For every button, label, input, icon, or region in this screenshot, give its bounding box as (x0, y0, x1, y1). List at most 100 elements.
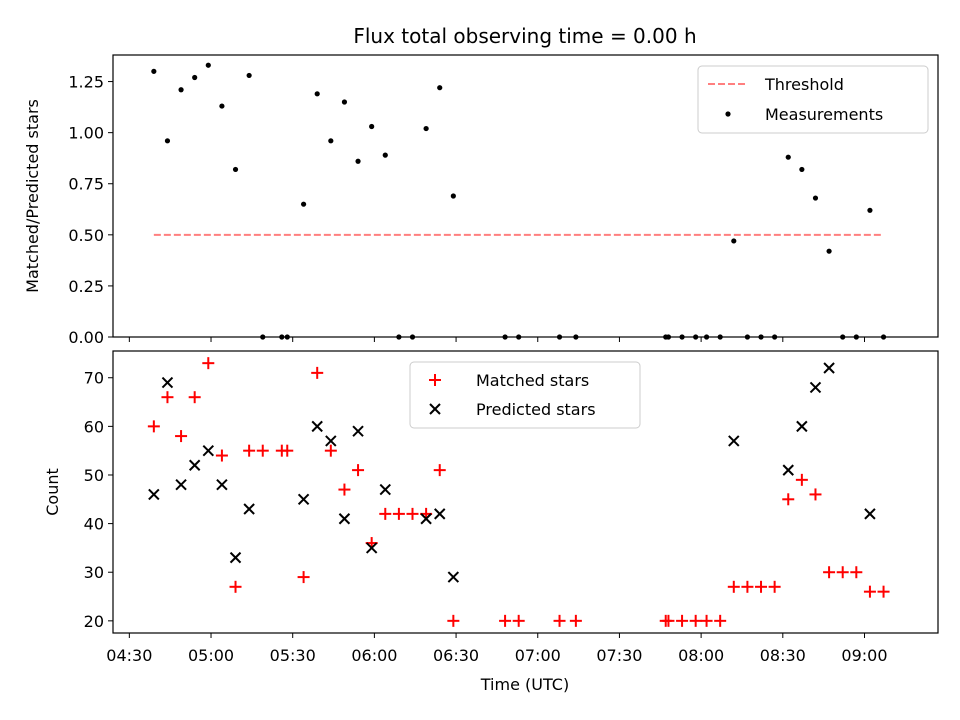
matched-star-point (392, 507, 405, 520)
predicted-star-point (864, 508, 876, 520)
predicted-star-point (434, 508, 446, 520)
top-panel: Flux total observing time = 0.00 h 0.000… (23, 24, 939, 347)
bottom-y-tick-label: 40 (84, 515, 104, 534)
predicted-star-point (823, 362, 835, 374)
bottom-y-axis: 20 30 40 50 60 70 (84, 369, 113, 631)
matched-star-point (714, 614, 727, 627)
bottom-x-axis: 04:30 05:00 05:30 06:00 06:30 07:00 07:30 08:00… (106, 633, 888, 665)
matched-star-point (836, 566, 849, 579)
top-y-tick-label: 0.50 (68, 226, 104, 245)
matched-star-point (202, 357, 215, 370)
legend-matched-swatch (429, 374, 441, 386)
measurement-point (219, 103, 225, 109)
measurement-point (369, 123, 375, 130)
legend-measurements-label: Measurements (765, 105, 883, 124)
measurement-point (785, 154, 791, 160)
measurement-point (450, 193, 456, 199)
predicted-star-point (161, 376, 174, 389)
bottom-marks (147, 357, 890, 627)
matched-star-point (809, 488, 822, 501)
matched-star-point (741, 580, 754, 593)
bottom-x-tick-label: 08:00 (678, 646, 724, 665)
predicted-star-point (365, 542, 378, 554)
predicted-star-point (311, 420, 323, 433)
legend-measurements-swatch (725, 111, 731, 117)
predicted-star-point (325, 435, 337, 447)
measurement-point (382, 152, 388, 158)
measurement-point (423, 125, 429, 132)
top-legend: Threshold Measurements (697, 65, 929, 134)
bottom-x-tick-label: 06:00 (351, 646, 397, 665)
top-y-tick-label: 0.25 (68, 277, 104, 296)
matched-star-point (406, 507, 419, 520)
predicted-star-point (379, 483, 391, 496)
matched-star-point (297, 571, 310, 584)
measurement-point (314, 91, 320, 97)
predicted-star-point (447, 571, 460, 583)
matched-star-point (379, 507, 392, 520)
measurement-point (300, 201, 307, 207)
top-y-tick-label: 0.00 (68, 328, 104, 347)
matched-star-point (324, 444, 337, 457)
measurement-point (232, 166, 239, 173)
predicted-star-point (229, 551, 242, 564)
measurement-point (341, 99, 348, 105)
bottom-y-tick-label: 30 (84, 563, 104, 582)
predicted-star-point (216, 478, 228, 491)
measurement-point (205, 62, 211, 68)
measurement-point (164, 138, 171, 144)
predicted-star-point (338, 513, 351, 525)
top-y-tick-label: 1.00 (68, 124, 104, 143)
bottom-x-tick-label: 05:30 (270, 646, 316, 665)
predicted-star-point (728, 435, 740, 447)
legend-matched-label: Matched stars (476, 371, 589, 390)
predicted-star-point (796, 420, 808, 433)
bottom-panel: 20 30 40 50 60 70 04:30 05:00 05:30 06:00 06:30 07… (43, 350, 939, 694)
matched-star-point (512, 614, 525, 627)
top-y-axis: 0.00 0.25 0.50 0.75 1.00 1.25 (68, 73, 113, 347)
matched-star-point (311, 366, 324, 379)
top-legend-box (697, 65, 929, 134)
matched-star-point (850, 566, 863, 579)
matched-star-point (768, 580, 781, 593)
bottom-x-tick-label: 09:00 (841, 646, 887, 665)
bottom-y-tick-label: 70 (84, 369, 104, 388)
bottom-y-tick-label: 20 (84, 612, 104, 631)
matched-star-point (782, 493, 795, 506)
matched-star-point (877, 585, 890, 598)
matched-star-point (755, 580, 768, 593)
bottom-y-tick-label: 60 (84, 417, 104, 436)
top-plot-frame (112, 54, 939, 338)
matched-star-point (215, 449, 228, 462)
bottom-y-axis-label: Count (43, 468, 62, 516)
bottom-x-tick-label: 07:00 (515, 646, 561, 665)
bottom-legend: Matched stars Predicted stars (409, 361, 641, 429)
measurement-point (799, 166, 805, 173)
matched-star-point (823, 566, 836, 579)
predicted-star-point (243, 503, 255, 515)
bottom-x-tick-label: 05:00 (188, 646, 234, 665)
matched-star-point (338, 483, 351, 496)
matched-star-point (433, 464, 446, 477)
matched-star-point (161, 391, 174, 404)
top-x-axis-ticks (128, 337, 865, 342)
matched-star-point (147, 420, 160, 433)
bottom-y-tick-label: 50 (84, 466, 104, 485)
matched-star-point (499, 614, 512, 627)
legend-predicted-swatch (429, 403, 441, 415)
measurement-point (812, 195, 819, 201)
predicted-star-point (809, 381, 822, 394)
bottom-x-tick-label: 08:30 (760, 646, 806, 665)
measurement-point (328, 138, 334, 144)
matched-star-point (795, 473, 808, 486)
matched-star-point (281, 444, 294, 457)
matched-star-point (447, 614, 460, 627)
matched-star-point (553, 614, 566, 627)
predicted-star-point (352, 425, 364, 437)
matched-star-point (689, 614, 702, 627)
matched-star-point (229, 580, 242, 593)
legend-threshold-label: Threshold (764, 75, 844, 94)
measurement-point (192, 74, 198, 81)
predicted-star-point (782, 464, 794, 476)
measurement-point (826, 248, 832, 254)
